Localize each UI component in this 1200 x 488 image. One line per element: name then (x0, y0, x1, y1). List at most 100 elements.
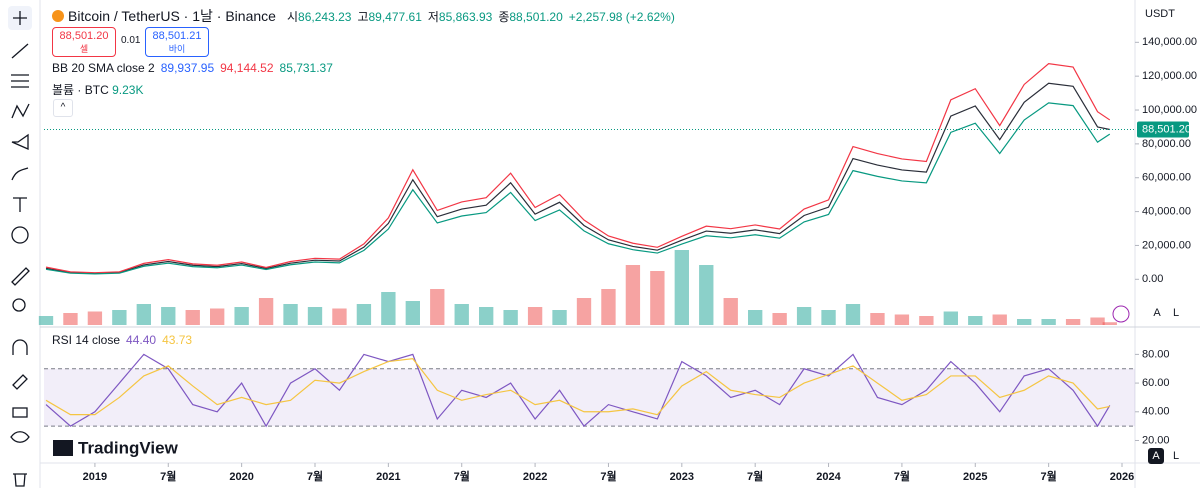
volume-bar (821, 310, 836, 325)
series-line (45, 82, 1110, 274)
series-line (45, 63, 1111, 274)
x-tick-label: 7월 (160, 469, 176, 483)
tool-pattern[interactable] (11, 103, 30, 119)
volume-bar (576, 298, 592, 325)
y-tick-label: 60.00 (1142, 377, 1170, 389)
scale-button[interactable]: A (1153, 307, 1161, 319)
volume-bar (479, 307, 494, 325)
change: +2,257.98 (+2.62%) (568, 10, 675, 24)
series-line (45, 102, 1111, 275)
volume-bar (919, 316, 934, 325)
volume-bar (63, 313, 78, 325)
tool-fib[interactable] (11, 74, 29, 88)
currency[interactable]: USDT (1145, 8, 1175, 20)
tool-zoom[interactable] (12, 298, 26, 312)
tool-forecast[interactable] (11, 133, 29, 150)
volume-bar (796, 307, 812, 325)
tool-cross[interactable] (13, 11, 27, 25)
y-tick-label: 100,000.00 (1142, 104, 1197, 116)
y-tick-label: 20.00 (1142, 434, 1170, 446)
sell-label: 셀 (79, 44, 89, 54)
volume-bar (1017, 319, 1032, 325)
toolbar (0, 0, 40, 488)
volume-bar (772, 313, 787, 325)
alert-icon[interactable] (1112, 305, 1130, 323)
volume-bar (161, 307, 176, 325)
volume-bar (136, 304, 151, 325)
ohlc-value: 89,477.61 (368, 10, 422, 24)
y-tick-label: 80.00 (1142, 348, 1170, 360)
x-tick-label: 2026 (1110, 471, 1134, 483)
volume-bar (601, 289, 616, 325)
volume-bar (1090, 317, 1105, 325)
volume-title: 볼륨 · BTC (52, 83, 109, 97)
y-tick-label: 40,000.00 (1142, 205, 1191, 217)
x-tick-label: 2021 (376, 471, 400, 483)
tool-brush[interactable] (11, 167, 29, 181)
volume-bar (234, 307, 249, 325)
ohlc-label: 종 (498, 10, 510, 24)
tool-lock[interactable] (12, 407, 28, 418)
rsi-value: 43.73 (162, 333, 193, 347)
volume-bar (185, 310, 200, 325)
tool-trendline[interactable] (11, 43, 29, 59)
volume-bar (723, 298, 738, 325)
y-tick-label: 140,000.00 (1142, 36, 1197, 48)
volume-bar (1102, 322, 1117, 325)
volume-legend: 볼륨 · BTC 9.23K (52, 81, 143, 98)
logo-mark (53, 440, 73, 456)
auto-label[interactable]: A (1152, 450, 1160, 462)
ohlc-value: 85,863.93 (438, 10, 493, 24)
log-label[interactable]: L (1173, 450, 1179, 462)
volume-bar (870, 313, 885, 325)
volume-bar (503, 310, 518, 325)
tool-text[interactable] (13, 197, 27, 212)
collapse-button[interactable]: ^ (53, 99, 73, 117)
volume-bar (699, 265, 714, 325)
tool-eye[interactable] (10, 431, 30, 443)
volume-bar (943, 311, 958, 325)
ohlc-value: 86,243.23 (298, 10, 352, 24)
sell-button[interactable]: 88,501.20 셀 (52, 27, 116, 57)
volume-bar (210, 308, 225, 325)
rsi-title: RSI 14 close (52, 333, 121, 347)
volume-bar (87, 311, 103, 325)
volume-bar (405, 301, 420, 325)
volume-bar (894, 314, 910, 325)
volume-bar (1065, 319, 1081, 325)
ohlc-label: 시 (287, 10, 299, 24)
x-tick-label: 2019 (83, 471, 107, 483)
tool-ruler[interactable] (11, 267, 30, 286)
y-tick-label: 120,000.00 (1142, 70, 1197, 82)
bb-value: 89,937.95 (160, 61, 215, 75)
volume-bar (674, 250, 689, 325)
scale-button[interactable]: L (1173, 307, 1179, 319)
buy-label: 바이 (168, 44, 186, 54)
volume-bar (356, 304, 372, 325)
volume-bar (552, 310, 567, 325)
coin-icon (52, 10, 64, 22)
x-tick-label: 7월 (454, 469, 470, 483)
ohlc: 시86,243.23 고89,477.61 저85,863.93 종88,501.20… (287, 8, 675, 25)
volume-bar (283, 304, 298, 325)
rsi-legend: RSI 14 close 44.40 43.73 (52, 333, 192, 347)
x-tick-label: 2023 (670, 471, 694, 483)
buy-button[interactable]: 88,501.21 바이 (145, 27, 209, 57)
volume-bar (625, 265, 641, 325)
y-tick-label: 80,000.00 (1142, 138, 1191, 150)
volume-bar (430, 289, 445, 325)
bb-title: BB 20 SMA close 2 (52, 61, 155, 75)
symbol-title: Bitcoin / TetherUS · 1날 · Binance (68, 8, 276, 24)
x-tick-label: 2022 (523, 471, 547, 483)
x-tick-label: 7월 (307, 469, 323, 483)
tool-emoji[interactable] (11, 226, 29, 244)
auto-button[interactable] (1148, 448, 1164, 464)
x-tick-label: 7월 (894, 469, 910, 483)
volume-bar (968, 316, 983, 325)
buy-price: 88,501.21 (152, 30, 202, 42)
tool-magnet[interactable] (12, 339, 28, 355)
tool-trash[interactable] (13, 473, 27, 487)
tool-lock-draw[interactable] (12, 374, 28, 390)
